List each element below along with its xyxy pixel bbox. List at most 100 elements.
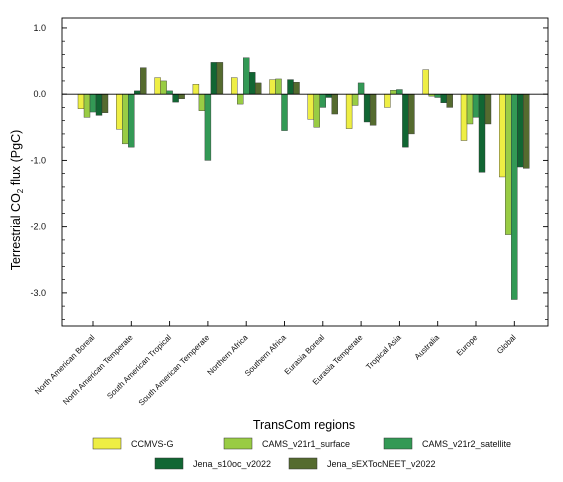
y-tick-label: -3.0 bbox=[30, 288, 46, 298]
bar-cams-v21r1-surface bbox=[122, 93, 129, 145]
bar-jena-sextocneet-v2022 bbox=[408, 93, 415, 135]
bar-ccmvs-g bbox=[460, 93, 468, 141]
bar-jena-sextocneet-v2022 bbox=[254, 82, 262, 95]
legend-swatch bbox=[223, 437, 253, 450]
y-axis-title-main: Terrestrial CO bbox=[9, 193, 23, 270]
bar-jena-sextocneet-v2022 bbox=[523, 93, 530, 169]
bar-ccmvs-g bbox=[77, 93, 85, 109]
x-tick-label: Europe bbox=[455, 333, 480, 358]
y-tick-label: 0.0 bbox=[33, 89, 46, 99]
bar-cams-v21r2-satellite bbox=[242, 57, 250, 95]
bar-ccmvs-g bbox=[192, 84, 200, 95]
bar-jena-s10oc-v2022 bbox=[172, 93, 179, 103]
legend-label: CAMS_v21r1_surface bbox=[262, 439, 350, 449]
legend-item: CCMVS-G bbox=[92, 437, 174, 450]
x-axis-title: TransCom regions bbox=[253, 418, 355, 432]
bar-cams-v21r1-surface bbox=[466, 93, 474, 125]
x-tick-label: Southern Africa bbox=[243, 333, 288, 378]
y-axis-title: Terrestrial CO2 flux (PgC) bbox=[9, 130, 25, 271]
bar-cams-v21r2-satellite bbox=[128, 93, 135, 148]
bar-jena-sextocneet-v2022 bbox=[216, 62, 224, 95]
x-tick-label: Global bbox=[495, 333, 518, 356]
legend-label: CCMVS-G bbox=[131, 439, 174, 449]
legend: CCMVS-G CAMS_v21r1_surface CAMS_v21r2_sate… bbox=[92, 437, 511, 470]
bar-cams-v21r2-satellite bbox=[396, 89, 403, 95]
x-tick-label: Tropical Asia bbox=[364, 333, 403, 372]
bars-layer bbox=[77, 57, 530, 300]
bar-jena-s10oc-v2022 bbox=[478, 93, 486, 173]
y-axis-title-subscript: 2 bbox=[16, 188, 25, 193]
bar-jena-s10oc-v2022 bbox=[95, 93, 103, 116]
x-tick-label: Eurasia Boreal bbox=[283, 333, 327, 377]
bar-cams-v21r2-satellite bbox=[434, 93, 441, 98]
legend-label: CAMS_v21r2_satellite bbox=[422, 439, 511, 449]
bar-ccmvs-g bbox=[154, 77, 161, 95]
legend-item: Jena_sEXTocNEET_v2022 bbox=[288, 457, 436, 470]
bar-cams-v21r1-surface bbox=[83, 93, 91, 118]
legend-swatch bbox=[288, 457, 318, 470]
y-axis-title-tail: flux (PgC) bbox=[9, 130, 23, 189]
bar-cams-v21r1-surface bbox=[198, 93, 206, 111]
bar-jena-s10oc-v2022 bbox=[134, 90, 141, 95]
bar-jena-sextocneet-v2022 bbox=[293, 82, 300, 95]
y-tick-label: 1.0 bbox=[33, 23, 46, 33]
bar-jena-s10oc-v2022 bbox=[210, 62, 218, 95]
bar-jena-sextocneet-v2022 bbox=[101, 93, 109, 113]
x-tick-label: South American Tropical bbox=[105, 333, 173, 401]
bar-jena-sextocneet-v2022 bbox=[178, 93, 185, 100]
x-tick-label: South American Temperate bbox=[137, 333, 212, 408]
bar-cams-v21r2-satellite bbox=[357, 82, 365, 95]
bar-cams-v21r2-satellite bbox=[281, 93, 288, 131]
legend-item: Jena_s10oc_v2022 bbox=[154, 457, 271, 470]
bar-jena-sextocneet-v2022 bbox=[369, 93, 377, 126]
bar-jena-s10oc-v2022 bbox=[363, 93, 371, 123]
legend-item: CAMS_v21r2_satellite bbox=[383, 437, 511, 450]
bar-cams-v21r1-surface bbox=[390, 89, 397, 95]
bar-ccmvs-g bbox=[269, 79, 276, 95]
bar-cams-v21r2-satellite bbox=[472, 93, 480, 118]
legend-label: Jena_sEXTocNEET_v2022 bbox=[327, 459, 436, 469]
bar-jena-s10oc-v2022 bbox=[517, 93, 524, 168]
bar-cams-v21r1-surface bbox=[313, 93, 320, 128]
bar-jena-s10oc-v2022 bbox=[287, 79, 294, 95]
bar-cams-v21r2-satellite bbox=[89, 93, 97, 113]
bar-cams-v21r2-satellite bbox=[204, 93, 212, 161]
bar-jena-sextocneet-v2022 bbox=[331, 93, 338, 115]
legend-swatch bbox=[154, 457, 184, 470]
bar-ccmvs-g bbox=[230, 77, 238, 95]
bar-jena-sextocneet-v2022 bbox=[140, 67, 147, 95]
y-tick-label: -2.0 bbox=[30, 222, 46, 232]
bar-cams-v21r1-surface bbox=[236, 93, 244, 105]
y-axis: 1.0 0.0 -1.0 -2.0 -3.0 bbox=[30, 23, 548, 320]
plot-frame bbox=[61, 17, 549, 327]
bar-jena-s10oc-v2022 bbox=[440, 93, 447, 103]
x-tick-label: North American Temperate bbox=[61, 333, 135, 407]
bar-jena-sextocneet-v2022 bbox=[484, 93, 492, 125]
legend-swatch bbox=[92, 437, 122, 450]
bar-ccmvs-g bbox=[307, 93, 314, 120]
legend-swatch bbox=[383, 437, 413, 450]
bar-jena-s10oc-v2022 bbox=[325, 93, 332, 98]
legend-label: Jena_s10oc_v2022 bbox=[193, 459, 271, 469]
bar-cams-v21r1-surface bbox=[351, 93, 359, 106]
bar-cams-v21r2-satellite bbox=[511, 93, 518, 300]
bar-ccmvs-g bbox=[384, 93, 391, 108]
bar-jena-s10oc-v2022 bbox=[248, 72, 256, 95]
bar-jena-sextocneet-v2022 bbox=[446, 93, 453, 108]
bar-ccmvs-g bbox=[116, 93, 123, 130]
bar-ccmvs-g bbox=[422, 69, 429, 95]
bar-jena-s10oc-v2022 bbox=[402, 93, 409, 148]
bar-cams-v21r2-satellite bbox=[319, 93, 326, 108]
bar-cams-v21r1-surface bbox=[275, 78, 282, 95]
y-tick-label: -1.0 bbox=[30, 155, 46, 165]
bar-ccmvs-g bbox=[345, 93, 353, 129]
x-tick-label: Australia bbox=[413, 333, 442, 362]
legend-item: CAMS_v21r1_surface bbox=[223, 437, 350, 450]
bar-cams-v21r2-satellite bbox=[166, 90, 173, 95]
bar-cams-v21r1-surface bbox=[160, 80, 167, 95]
bar-ccmvs-g bbox=[499, 93, 506, 178]
bar-cams-v21r1-surface bbox=[505, 93, 512, 235]
